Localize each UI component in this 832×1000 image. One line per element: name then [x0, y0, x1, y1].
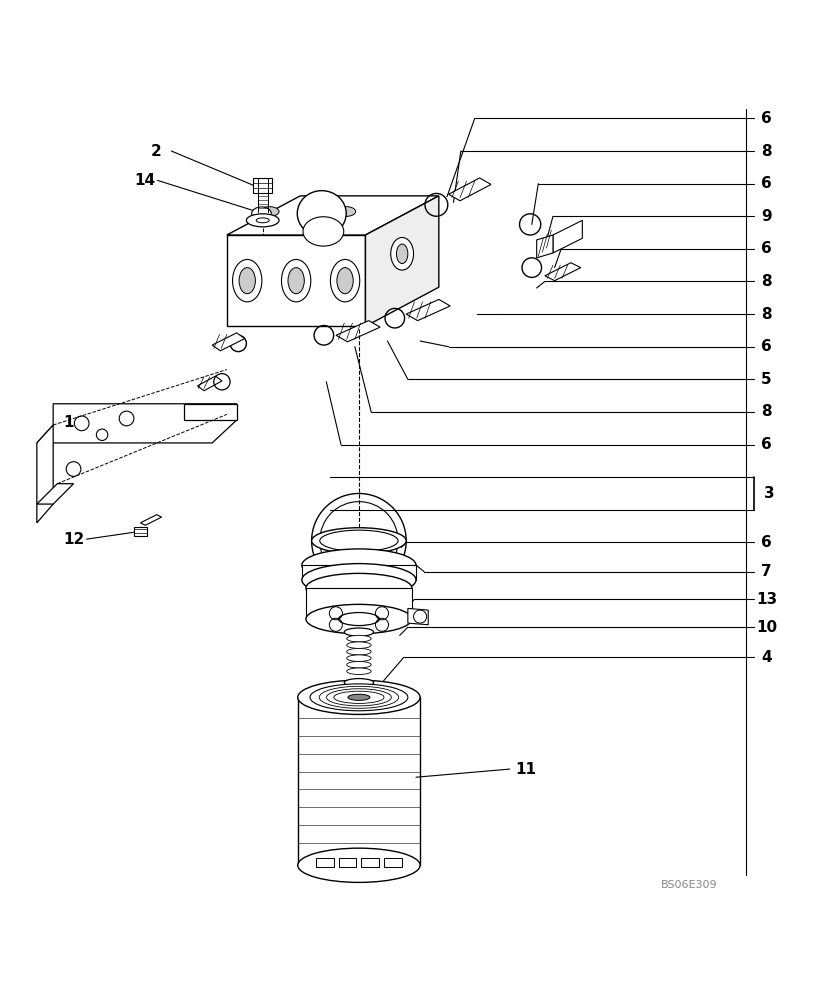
Text: 6: 6 — [761, 437, 772, 452]
Polygon shape — [545, 263, 581, 281]
Ellipse shape — [347, 661, 371, 668]
Ellipse shape — [303, 217, 344, 246]
Polygon shape — [134, 527, 147, 536]
Ellipse shape — [319, 530, 398, 551]
Polygon shape — [336, 321, 380, 342]
Polygon shape — [37, 484, 73, 504]
Polygon shape — [253, 178, 273, 193]
Ellipse shape — [347, 635, 371, 642]
Text: BS06E309: BS06E309 — [661, 880, 718, 890]
Text: 8: 8 — [761, 404, 772, 419]
Text: 6: 6 — [761, 176, 772, 191]
Ellipse shape — [391, 237, 414, 270]
Ellipse shape — [339, 613, 379, 626]
Ellipse shape — [396, 244, 408, 264]
Polygon shape — [184, 404, 236, 420]
Ellipse shape — [334, 691, 384, 703]
Polygon shape — [448, 178, 491, 201]
Polygon shape — [212, 333, 245, 351]
Ellipse shape — [344, 679, 374, 687]
Text: 6: 6 — [761, 111, 772, 126]
Ellipse shape — [310, 684, 408, 711]
Ellipse shape — [260, 207, 279, 216]
Text: 11: 11 — [516, 762, 537, 777]
Ellipse shape — [330, 259, 359, 302]
Text: 6: 6 — [761, 535, 772, 550]
Ellipse shape — [239, 268, 255, 294]
Bar — [361, 858, 379, 867]
Ellipse shape — [347, 668, 371, 674]
Ellipse shape — [347, 642, 371, 648]
Polygon shape — [537, 235, 553, 258]
Ellipse shape — [302, 564, 416, 596]
Text: 8: 8 — [761, 274, 772, 289]
Ellipse shape — [246, 214, 279, 227]
Ellipse shape — [252, 207, 271, 220]
Text: 12: 12 — [64, 532, 85, 547]
Ellipse shape — [347, 655, 371, 661]
Text: 4: 4 — [761, 650, 772, 665]
Ellipse shape — [302, 549, 416, 582]
Ellipse shape — [298, 680, 420, 714]
Text: 3: 3 — [764, 486, 775, 501]
Text: 8: 8 — [761, 144, 772, 159]
Bar — [384, 858, 402, 867]
Polygon shape — [37, 425, 53, 523]
Ellipse shape — [297, 191, 346, 236]
Polygon shape — [37, 404, 236, 443]
Ellipse shape — [336, 207, 355, 216]
Ellipse shape — [288, 268, 305, 294]
Text: 8: 8 — [761, 307, 772, 322]
Ellipse shape — [326, 689, 391, 706]
Text: 6: 6 — [761, 339, 772, 354]
Bar — [315, 858, 334, 867]
Polygon shape — [306, 588, 412, 619]
Text: 10: 10 — [756, 620, 777, 635]
Ellipse shape — [312, 528, 406, 554]
Text: 2: 2 — [151, 144, 161, 159]
Ellipse shape — [344, 628, 374, 636]
Polygon shape — [553, 220, 582, 253]
Polygon shape — [227, 196, 438, 235]
Ellipse shape — [298, 848, 420, 882]
Ellipse shape — [256, 218, 270, 223]
Ellipse shape — [347, 648, 371, 655]
Ellipse shape — [306, 604, 412, 634]
Text: 13: 13 — [756, 592, 777, 607]
Ellipse shape — [281, 259, 311, 302]
Ellipse shape — [319, 686, 399, 708]
Polygon shape — [302, 565, 416, 580]
Ellipse shape — [306, 573, 412, 603]
Text: 7: 7 — [761, 564, 772, 579]
Ellipse shape — [337, 268, 354, 294]
Polygon shape — [365, 196, 438, 326]
Bar — [339, 858, 356, 867]
Polygon shape — [141, 515, 161, 525]
Polygon shape — [197, 376, 222, 391]
Text: 1: 1 — [64, 415, 74, 430]
Ellipse shape — [232, 259, 262, 302]
Text: 5: 5 — [761, 372, 772, 387]
Ellipse shape — [348, 694, 370, 700]
Polygon shape — [406, 299, 450, 321]
Text: 6: 6 — [761, 241, 772, 256]
Polygon shape — [408, 608, 428, 625]
Text: 9: 9 — [761, 209, 772, 224]
Polygon shape — [227, 235, 365, 326]
Text: 14: 14 — [135, 173, 156, 188]
